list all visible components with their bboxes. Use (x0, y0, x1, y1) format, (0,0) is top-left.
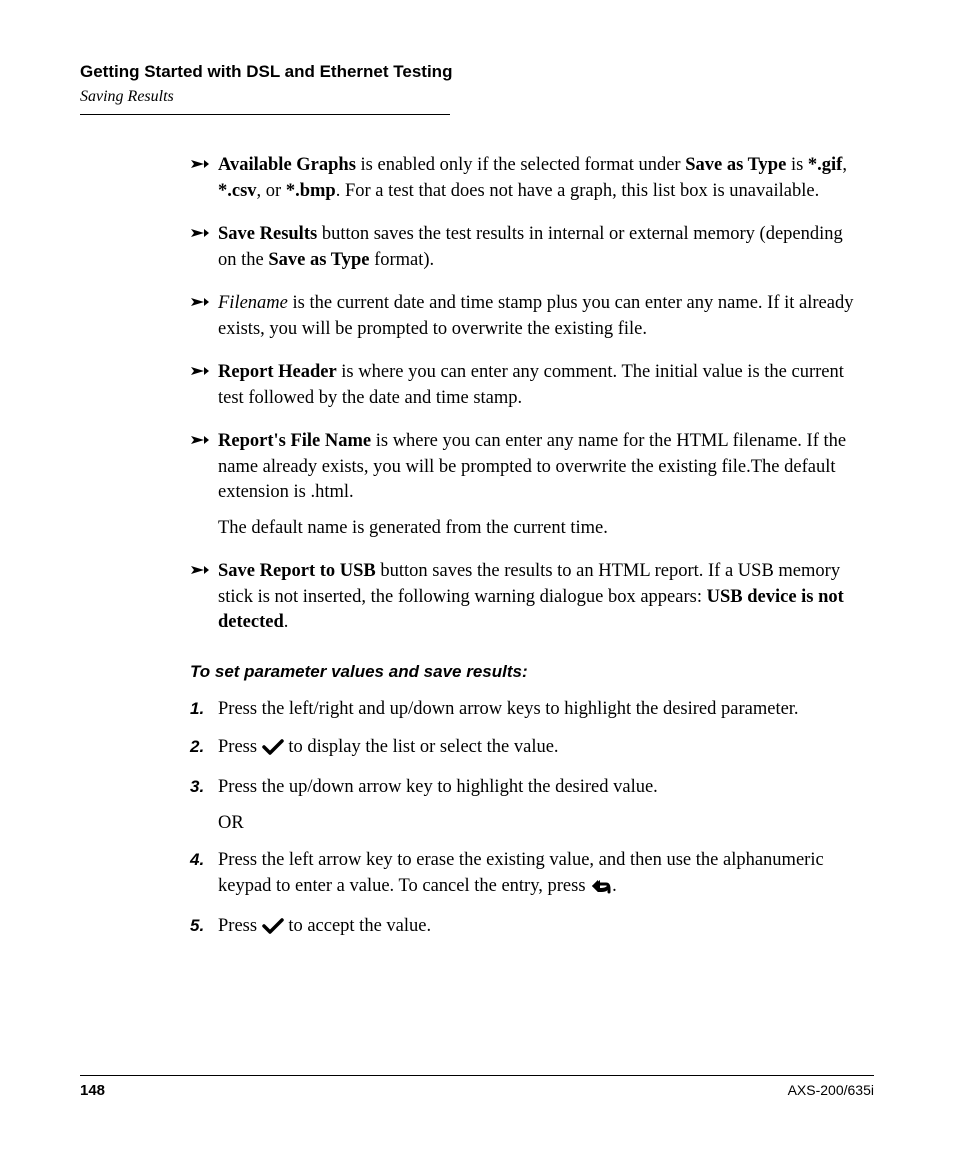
step-item: 4. Press the left arrow key to erase the… (190, 848, 864, 902)
step-item: 3. Press the up/down arrow key to highli… (190, 775, 864, 836)
bullet-text: Filename is the current date and time st… (218, 291, 864, 342)
bullet-item: Save Report to USB button saves the resu… (190, 559, 864, 636)
page: Getting Started with DSL and Ethernet Te… (0, 0, 954, 1159)
bullet-item: Filename is the current date and time st… (190, 291, 864, 342)
back-arrow-icon (590, 877, 612, 903)
body-content: Available Graphs is enabled only if the … (190, 153, 864, 943)
bullet-text: Save Results button saves the test resul… (218, 222, 864, 273)
step-item: 1. Press the left/right and up/down arro… (190, 697, 864, 723)
footer: 148 AXS-200/635i (80, 1075, 874, 1099)
arrow-bullet-icon (190, 291, 218, 342)
step-number: 4. (190, 848, 218, 902)
bullet-item: Available Graphs is enabled only if the … (190, 153, 864, 204)
bullet-item: Report's File Name is where you can ente… (190, 429, 864, 541)
step-number: 1. (190, 697, 218, 723)
page-number: 148 (80, 1082, 105, 1099)
step-text: Press to display the list or select the … (218, 735, 864, 764)
arrow-bullet-icon (190, 222, 218, 273)
header-rule (80, 114, 450, 115)
step-item: 5. Press to accept the value. (190, 914, 864, 943)
step-text: Press the left arrow key to erase the ex… (218, 848, 864, 902)
chapter-title: Getting Started with DSL and Ethernet Te… (80, 62, 874, 82)
bullet-text: Save Report to USB button saves the resu… (218, 559, 864, 636)
header-block: Getting Started with DSL and Ethernet Te… (80, 62, 874, 115)
step-number: 2. (190, 735, 218, 764)
bullet-text: Report's File Name is where you can ente… (218, 429, 864, 541)
model-label: AXS-200/635i (788, 1082, 874, 1098)
bullet-text: Report Header is where you can enter any… (218, 360, 864, 411)
step-text: Press the left/right and up/down arrow k… (218, 697, 864, 723)
step-text: Press to accept the value. (218, 914, 864, 943)
bullet-item: Report Header is where you can enter any… (190, 360, 864, 411)
step-item: 2. Press to display the list or select t… (190, 735, 864, 764)
arrow-bullet-icon (190, 153, 218, 204)
arrow-bullet-icon (190, 360, 218, 411)
footer-rule (80, 1075, 874, 1076)
arrow-bullet-icon (190, 559, 218, 636)
bullet-extra-para: The default name is generated from the c… (218, 516, 864, 542)
bullet-item: Save Results button saves the test resul… (190, 222, 864, 273)
step-number: 5. (190, 914, 218, 943)
instructions-heading: To set parameter values and save results… (190, 660, 864, 683)
bullet-text: Available Graphs is enabled only if the … (218, 153, 864, 204)
check-icon (262, 738, 284, 764)
arrow-bullet-icon (190, 429, 218, 541)
step-number: 3. (190, 775, 218, 836)
step-extra-para: OR (218, 811, 864, 837)
check-icon (262, 917, 284, 943)
step-text: Press the up/down arrow key to highlight… (218, 775, 864, 836)
section-title: Saving Results (80, 88, 874, 106)
